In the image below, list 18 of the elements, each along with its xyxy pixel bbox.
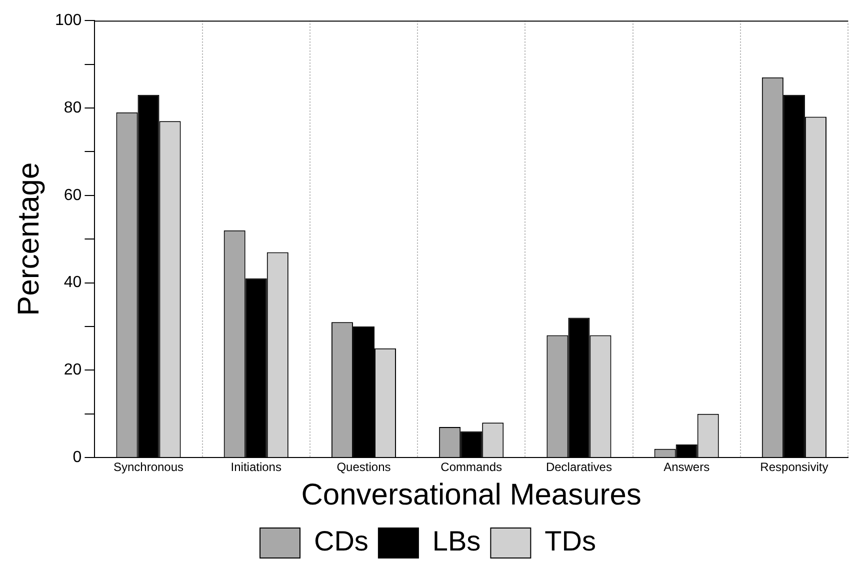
- y-axis-title: Percentage: [12, 162, 46, 316]
- legend-label: LBs: [432, 526, 481, 557]
- y-tick-label: 80: [64, 99, 82, 116]
- x-tick-label: Synchronous: [113, 460, 184, 474]
- x-tick-label: Responsivity: [760, 460, 828, 474]
- legend-label: CDs: [314, 526, 368, 557]
- legend-label: TDs: [544, 526, 596, 557]
- x-tick-label: Initiations: [230, 460, 282, 474]
- x-tick-label: Declaratives: [546, 460, 612, 474]
- y-tick-label: 60: [64, 186, 82, 204]
- y-tick-label: 20: [64, 362, 82, 379]
- x-tick-label: Commands: [440, 460, 502, 474]
- y-tick-label: 0: [72, 449, 82, 466]
- x-axis-title: Conversational Measures: [301, 478, 642, 512]
- y-tick-label: 40: [64, 274, 82, 292]
- x-tick-label: Questions: [336, 460, 391, 474]
- y-tick-label: 100: [54, 12, 82, 30]
- x-tick-label: Answers: [664, 460, 710, 474]
